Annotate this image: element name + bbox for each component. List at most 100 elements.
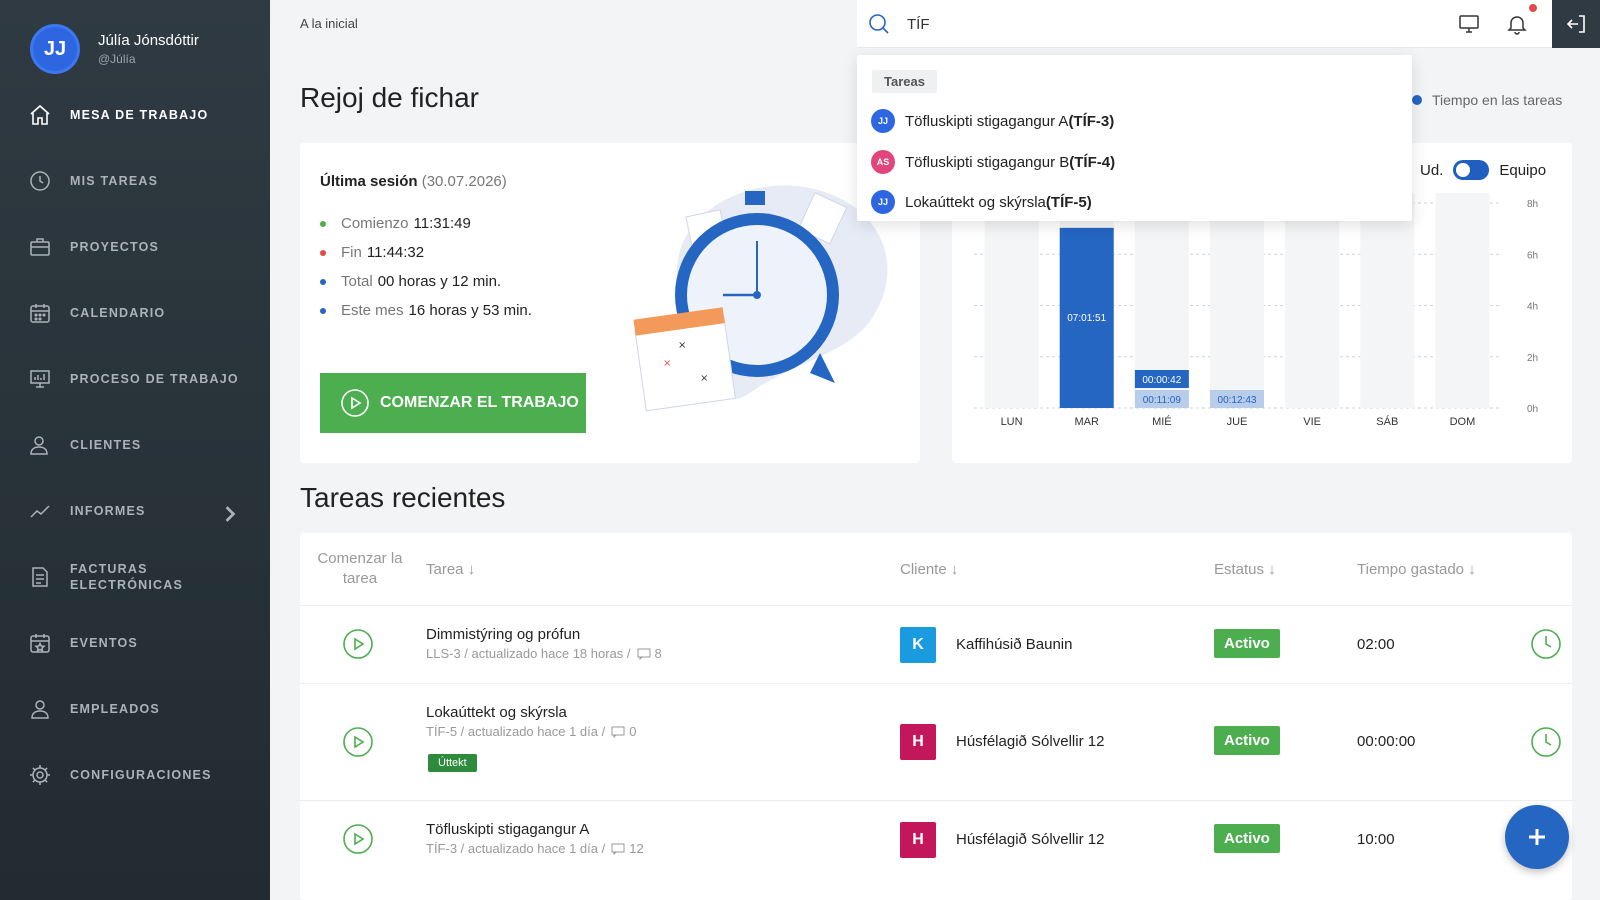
toggle-right-label[interactable]: Equipo xyxy=(1499,161,1547,179)
sidebar-item-empleados[interactable]: EMPLEADOS xyxy=(0,676,270,742)
event-icon xyxy=(30,634,50,653)
svg-text:×: × xyxy=(700,373,708,384)
bar xyxy=(1134,390,1189,408)
svg-text:×: × xyxy=(678,340,686,351)
bar-segment xyxy=(1134,370,1189,388)
sidebar-item-label: EVENTOS xyxy=(70,636,138,650)
sidebar-item-clientes[interactable]: CLIENTES xyxy=(0,412,270,478)
play-icon[interactable] xyxy=(342,726,374,758)
row-value: 00 horas y 12 min. xyxy=(377,273,502,290)
notification-dot xyxy=(1529,4,1537,12)
bar-background xyxy=(1435,193,1490,408)
time-chart: 0h 2h 4h 6h 8h LUN 07:01:51 MAR 00:11:09 00:00:42… xyxy=(974,193,1538,428)
client-icon xyxy=(30,436,48,455)
search-icon[interactable] xyxy=(867,12,891,36)
invoice-icon xyxy=(32,567,48,587)
monitor-icon[interactable] xyxy=(1457,12,1481,36)
sidebar-item-mesa-de-trabajo[interactable]: MESA DE TRABAJO xyxy=(0,82,270,148)
sidebar-item-proyectos[interactable]: PROYECTOS xyxy=(0,214,270,280)
sidebar-item-label: INFORMES xyxy=(70,504,146,518)
session-row-month: Este mes 16 horas y 53 min. xyxy=(320,296,532,325)
search-result-item[interactable]: AS Töfluskipti stigagangur B (TÍF-4) xyxy=(871,148,1115,176)
y-tick-label: 2h xyxy=(1527,353,1538,364)
user-handle: @Júlía xyxy=(98,52,136,66)
x-tick-label: VIE xyxy=(1303,416,1321,428)
x-tick-label: DOM xyxy=(1450,416,1476,428)
task-name[interactable]: Lokaúttekt og skýrsla xyxy=(426,704,567,721)
home-icon xyxy=(30,104,50,125)
time-spent: 10:00 xyxy=(1357,831,1395,848)
row-value: 16 horas y 53 min. xyxy=(408,302,532,319)
result-code: (TÍF-4) xyxy=(1069,153,1116,171)
bar-value-label: 00:12:43 xyxy=(1218,395,1257,406)
client-avatar: H xyxy=(900,724,936,760)
sidebar-nav: MESA DE TRABAJO MIS TAREAS PROYECTOS CAL… xyxy=(0,82,270,808)
comment-count: 0 xyxy=(629,724,637,739)
avatar[interactable]: JJ xyxy=(30,24,80,74)
sidebar-item-label: MIS TAREAS xyxy=(70,174,159,188)
task-name[interactable]: Dimmistýring og prófun xyxy=(426,626,581,643)
sidebar-item-configuraciones[interactable]: CONFIGURACIONES xyxy=(0,742,270,808)
bell-icon[interactable] xyxy=(1505,12,1529,36)
task-meta: TÍF-3 / actualizado hace 1 día / 12 xyxy=(426,841,644,856)
chevron-right-icon[interactable] xyxy=(218,502,242,526)
bar-background xyxy=(1360,193,1415,408)
sidebar-item-eventos[interactable]: EVENTOS xyxy=(0,610,270,676)
header-status[interactable]: Estatus ↓ xyxy=(1214,533,1276,605)
header-time[interactable]: Tiempo gastado ↓ xyxy=(1357,533,1476,605)
sidebar-item-proceso-de-trabajo[interactable]: PROCESO DE TRABAJO xyxy=(0,346,270,412)
stopwatch-illustration-icon: × × × xyxy=(633,185,888,412)
session-header: Última sesión (30.07.2026) xyxy=(320,173,507,190)
comment-icon xyxy=(611,726,625,738)
add-button[interactable] xyxy=(1505,805,1569,869)
sidebar-item-calendario[interactable]: CALENDARIO xyxy=(0,280,270,346)
search-result-item[interactable]: JJ Töfluskipti stigagangur A (TÍF-3) xyxy=(871,107,1114,135)
sidebar-item-facturas-electronicas[interactable]: FACTURAS ELECTRÓNICAS xyxy=(0,544,270,610)
svg-text:×: × xyxy=(663,358,671,369)
play-icon[interactable] xyxy=(342,823,374,855)
logout-button[interactable] xyxy=(1552,0,1600,48)
search-result-item[interactable]: JJ Lokaúttekt og skýrsla (TÍF-5) xyxy=(871,188,1092,216)
breadcrumb[interactable]: A la inicial xyxy=(300,16,358,31)
bar xyxy=(1059,227,1114,408)
chart-legend: Tiempo en las tareas xyxy=(1412,92,1562,108)
client-name[interactable]: Húsfélagið Sólvellir 12 xyxy=(956,831,1105,848)
avatar: JJ xyxy=(871,109,895,133)
sidebar-item-mis-tareas[interactable]: MIS TAREAS xyxy=(0,148,270,214)
search-input[interactable] xyxy=(907,10,1307,38)
header-start: Comenzar la tarea xyxy=(317,550,403,587)
task-meta-text: TÍF-3 / actualizado hace 1 día / xyxy=(426,841,606,856)
scope-switch[interactable] xyxy=(1453,160,1490,180)
plus-icon xyxy=(1529,829,1545,845)
session-label: Última sesión xyxy=(320,173,418,190)
x-tick-label: MAR xyxy=(1074,416,1099,428)
clock-icon[interactable] xyxy=(1530,628,1562,660)
play-icon[interactable] xyxy=(342,628,374,660)
row-value: 11:44:32 xyxy=(366,244,425,261)
session-date: (30.07.2026) xyxy=(421,173,507,190)
comment-icon xyxy=(611,843,625,855)
results-section-label: Tareas xyxy=(872,70,937,93)
y-tick-label: 8h xyxy=(1527,199,1538,210)
header-client[interactable]: Cliente ↓ xyxy=(900,533,958,605)
bar-value-label: 00:00:42 xyxy=(1142,375,1181,386)
sidebar-item-informes[interactable]: INFORMES xyxy=(0,478,270,544)
time-spent: 00:00:00 xyxy=(1357,733,1416,750)
logout-icon xyxy=(1566,15,1585,33)
client-avatar: H xyxy=(900,822,936,858)
start-work-button[interactable]: COMENZAR EL TRABAJO xyxy=(320,373,586,433)
session-details: Comienzo 11:31:49 Fin 11:44:32 Total 00 hor… xyxy=(320,209,532,325)
user-profile[interactable]: JJ Júlía Jónsdóttir @Júlía xyxy=(30,24,199,74)
sidebar-item-label: CLIENTES xyxy=(70,438,142,452)
client-name[interactable]: Kaffihúsið Baunin xyxy=(956,636,1073,653)
client-name[interactable]: Húsfélagið Sólvellir 12 xyxy=(956,733,1105,750)
x-tick-label: SÁB xyxy=(1376,415,1398,428)
header-task[interactable]: Tarea ↓ xyxy=(426,533,475,605)
toggle-left-label[interactable]: Ud. xyxy=(1420,161,1444,179)
result-code: (TÍF-5) xyxy=(1045,193,1092,211)
task-name[interactable]: Töfluskipti stigagangur A xyxy=(426,821,590,838)
clock-icon[interactable] xyxy=(1530,726,1562,758)
scope-toggle: Ud. Equipo xyxy=(1420,160,1546,180)
bar-background xyxy=(1210,193,1264,408)
bar-background xyxy=(1285,193,1340,408)
